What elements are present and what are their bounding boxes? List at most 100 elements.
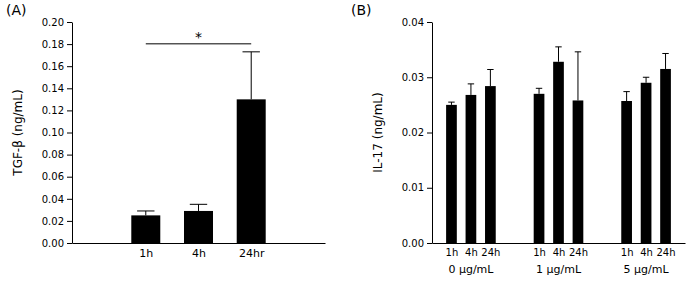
bar xyxy=(466,95,477,243)
axis-line xyxy=(72,23,73,244)
tick-mark xyxy=(67,22,72,23)
axis-title: IL-17 (ng/mL) xyxy=(371,92,385,172)
error-bar xyxy=(487,70,493,87)
error-stem xyxy=(577,52,578,101)
tick-label: 0.02 xyxy=(402,127,424,138)
error-cap xyxy=(487,69,493,70)
error-bar xyxy=(448,102,454,105)
bar xyxy=(553,62,564,243)
tick-mark xyxy=(67,155,72,156)
error-bar xyxy=(190,204,207,211)
tick-label: 0.14 xyxy=(42,83,64,94)
panel-title: (A) xyxy=(6,2,27,18)
tick-label: 0.04 xyxy=(402,17,424,28)
error-cap xyxy=(643,77,649,78)
x-axis: 1h4h24h1h4h24h1h4h24h xyxy=(433,244,686,259)
bar xyxy=(621,101,632,243)
panel: (A)0.000.020.040.060.080.100.120.140.160… xyxy=(6,2,326,260)
tick-label: 0.12 xyxy=(42,105,64,116)
error-cap xyxy=(468,83,474,84)
error-cap xyxy=(623,91,629,92)
tick-mark xyxy=(67,110,72,111)
axis-line xyxy=(73,243,326,244)
axis-line xyxy=(432,23,433,244)
y-tick: 0.02 xyxy=(402,127,432,138)
tick-label: 0.16 xyxy=(42,61,64,72)
error-cap xyxy=(662,53,668,54)
tick-mark xyxy=(67,88,72,89)
y-tick: 0.01 xyxy=(402,182,432,193)
tick-mark xyxy=(67,44,72,45)
tick-mark xyxy=(427,22,432,23)
error-stem xyxy=(539,88,540,94)
error-stem xyxy=(145,211,146,215)
bar xyxy=(237,99,266,243)
bar xyxy=(660,69,671,243)
plot-area xyxy=(131,52,265,243)
tick-mark xyxy=(67,66,72,67)
tick-label: 1h xyxy=(621,247,634,258)
tick-label: 0.00 xyxy=(42,238,64,249)
tick-label: 0.02 xyxy=(42,216,64,227)
y-tick: 0.03 xyxy=(402,72,432,83)
y-tick: 0.16 xyxy=(42,61,72,72)
tick-mark xyxy=(67,199,72,200)
tick-label: 24h xyxy=(569,247,588,258)
tick-label: 0.03 xyxy=(402,72,424,83)
tick-mark xyxy=(67,243,72,244)
tick-mark xyxy=(67,133,72,134)
tick-mark xyxy=(427,77,432,78)
bar xyxy=(131,215,160,243)
x-tick: 1h xyxy=(533,247,546,258)
y-tick: 0.04 xyxy=(402,17,432,28)
tick-label: 24hr xyxy=(239,247,265,260)
tick-mark xyxy=(427,188,432,189)
y-axis: 0.00 0.01 0.02 0.03 0.04 xyxy=(402,17,433,249)
tick-label: 0.01 xyxy=(402,182,424,193)
tick-mark xyxy=(427,133,432,134)
x-axis: 1h 4h 24hr xyxy=(73,244,326,260)
panel-title: (B) xyxy=(351,2,372,18)
x-tick: 24h xyxy=(569,247,588,258)
panel: (B) 0.00 0.01 0.02 0.03 0.04 IL-17 (ng/mL) 1h 4h… xyxy=(351,2,686,276)
x-tick: 4h xyxy=(640,247,653,258)
group-label: 1 μg/mL xyxy=(536,263,582,276)
x-tick: 4h xyxy=(465,247,478,258)
error-stem xyxy=(646,77,647,83)
x-tick: 1h xyxy=(446,247,459,258)
x-tick: 1h xyxy=(621,247,634,258)
x-tick: 4h xyxy=(192,247,206,260)
tick-label: 0.00 xyxy=(402,238,424,249)
bar xyxy=(534,94,545,243)
error-bar xyxy=(555,47,561,62)
y-axis: 0.000.020.040.060.080.100.120.140.160.18… xyxy=(42,17,73,249)
tick-label: 4h xyxy=(640,247,653,258)
error-stem xyxy=(626,92,627,101)
significance-mark: * xyxy=(195,29,202,45)
y-tick: 0.00 xyxy=(42,238,72,249)
error-stem xyxy=(558,47,559,62)
error-stem xyxy=(251,52,252,100)
axis-line xyxy=(433,243,686,244)
y-tick: 0.18 xyxy=(42,39,72,50)
tick-label: 4h xyxy=(553,247,566,258)
error-stem xyxy=(198,204,199,211)
error-cap xyxy=(448,102,454,103)
tick-label: 0.10 xyxy=(42,127,64,138)
y-tick: 0.12 xyxy=(42,105,72,116)
y-tick: 0.20 xyxy=(42,17,72,28)
tick-label: 4h xyxy=(465,247,478,258)
x-tick: 1h xyxy=(139,247,153,260)
bar xyxy=(641,83,652,243)
x-tick: 24h xyxy=(657,247,676,258)
error-bar xyxy=(137,211,154,215)
group-label: 5 μg/mL xyxy=(624,263,670,276)
tick-label: 0.20 xyxy=(42,17,64,28)
tick-label: 24h xyxy=(657,247,676,258)
x-tick: 4h xyxy=(553,247,566,258)
tick-mark xyxy=(67,221,72,222)
tick-mark xyxy=(427,243,432,244)
bar xyxy=(485,86,496,243)
tick-label: 24h xyxy=(481,247,500,258)
bar xyxy=(446,105,457,243)
